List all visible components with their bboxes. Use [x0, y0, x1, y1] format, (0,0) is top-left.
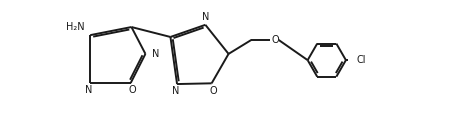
Text: Cl: Cl: [357, 55, 367, 65]
Text: O: O: [272, 35, 280, 45]
Text: N: N: [171, 86, 179, 96]
Text: O: O: [210, 86, 217, 96]
Text: N: N: [202, 12, 209, 22]
Text: H₂N: H₂N: [66, 22, 85, 32]
Text: N: N: [152, 49, 159, 59]
Text: O: O: [129, 85, 136, 95]
Text: N: N: [85, 85, 92, 95]
